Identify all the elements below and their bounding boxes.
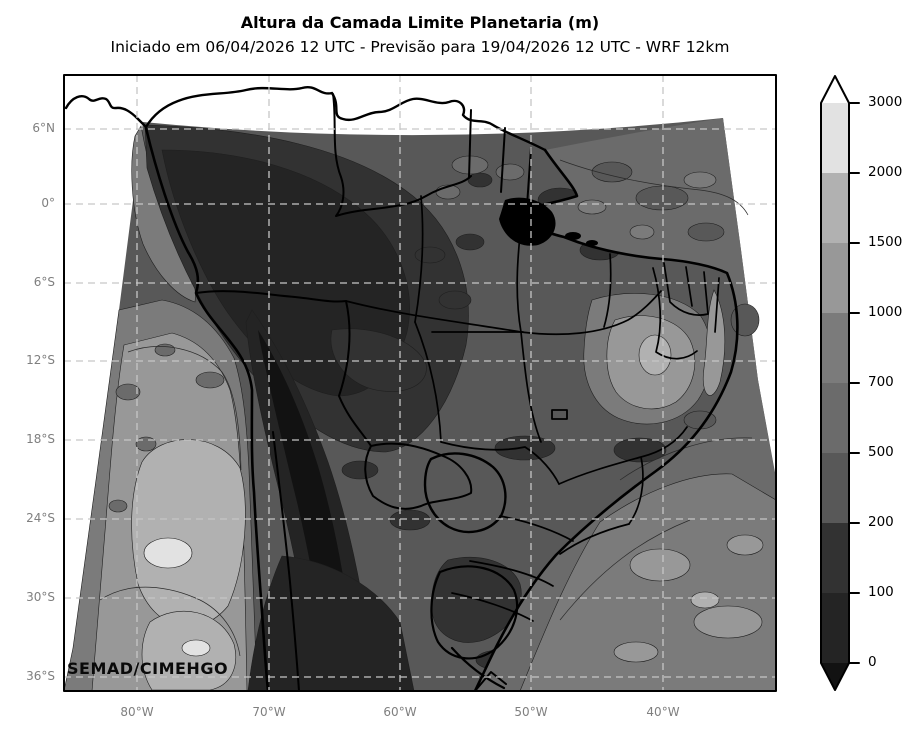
lat-tick-6N: 6°N: [32, 121, 55, 135]
colorbar: [820, 75, 860, 691]
atlantic-light-patches: [577, 171, 764, 663]
rio-de-la-plata: [474, 671, 507, 691]
atlantic-dark-patches: [591, 161, 760, 430]
ne-brazil-lightest-spot: [638, 334, 672, 376]
lat-tick-12S: 12°S: [26, 353, 55, 367]
ne-coastal-light-strip: [702, 289, 726, 396]
colorbar-ticks: [848, 102, 860, 664]
plot-frame: [63, 74, 777, 692]
cb-tick-2000: 2000: [868, 164, 903, 180]
pacific-coastline: [144, 126, 270, 691]
cb-tick-1500: 1500: [868, 234, 903, 250]
east-coastline: [473, 148, 739, 691]
figure-subtitle: Iniciado em 06/04/2026 12 UTC - Previsão…: [110, 38, 730, 56]
cb-tick-500: 500: [868, 444, 894, 460]
cb-tick-200: 200: [868, 514, 894, 530]
cb-tick-0: 0: [868, 654, 877, 670]
watermark: SEMAD/CIMEHGO: [67, 659, 229, 678]
contour-texture: [99, 159, 753, 657]
lon-tick-50W: 50°W: [514, 705, 548, 719]
cb-tick-1000: 1000: [868, 304, 903, 320]
lat-tick-0: 0°: [41, 196, 55, 210]
lat-tick-18S: 18°S: [26, 432, 55, 446]
pacific-lightest-spots: [143, 537, 211, 657]
pacific-band-light: [131, 439, 246, 628]
distrito-federal-box: [551, 409, 568, 420]
lat-tick-36S: 36°S: [26, 669, 55, 683]
cb-tick-700: 700: [868, 374, 894, 390]
cb-tick-100: 100: [868, 584, 894, 600]
lon-tick-40W: 40°W: [646, 705, 680, 719]
country-borders: [195, 93, 532, 691]
page-title: Altura da Camada Limite Planetaria (m): [240, 13, 600, 32]
colorbar-over-arrow: [821, 76, 849, 103]
lat-tick-30S: 30°S: [26, 590, 55, 604]
atlantic-se-band: [519, 473, 776, 691]
lon-tick-80W: 80°W: [120, 705, 154, 719]
map-plot-area: [64, 75, 776, 691]
colorbar-under-arrow: [821, 663, 849, 690]
lon-tick-60W: 60°W: [383, 705, 417, 719]
lon-tick-70W: 70°W: [252, 705, 286, 719]
cb-tick-3000: 3000: [868, 94, 903, 110]
caribbean-coastline: [144, 85, 547, 152]
lat-tick-6S: 6°S: [33, 275, 55, 289]
panama-coastline: [64, 95, 148, 129]
south-dark-region: [247, 555, 415, 691]
lat-tick-24S: 24°S: [26, 511, 55, 525]
